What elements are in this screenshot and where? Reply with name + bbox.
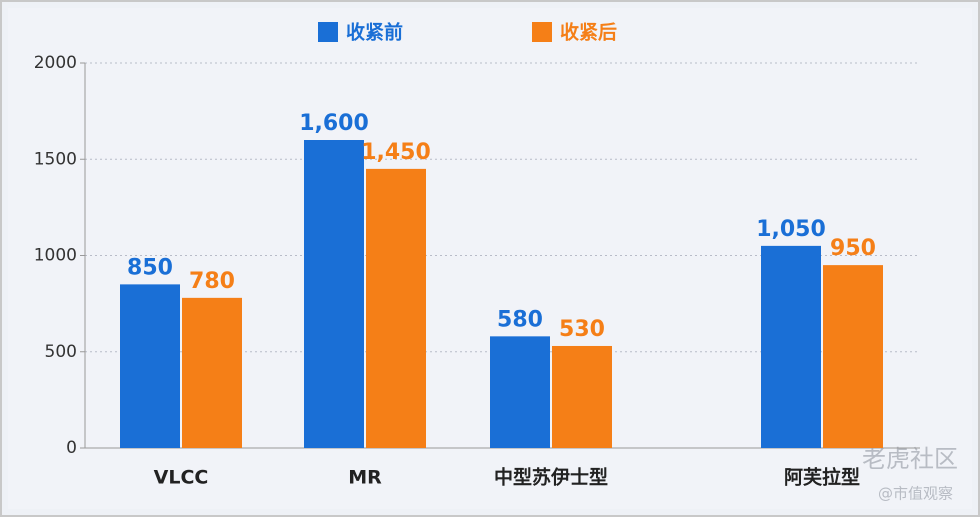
x-tick-label: 中型苏伊士型 bbox=[494, 466, 608, 489]
y-tick-label: 1500 bbox=[34, 149, 77, 169]
bar bbox=[761, 245, 821, 448]
bar bbox=[823, 265, 883, 448]
bar bbox=[552, 345, 612, 448]
y-tick-label: 500 bbox=[45, 342, 77, 362]
data-label: 850 bbox=[127, 255, 173, 280]
legend-swatch bbox=[318, 22, 338, 42]
x-tick-label: VLCC bbox=[154, 467, 209, 489]
data-label: 1,600 bbox=[299, 111, 369, 136]
bar bbox=[182, 297, 242, 448]
y-tick-label: 0 bbox=[66, 438, 77, 458]
bar bbox=[366, 168, 426, 448]
data-label: 530 bbox=[559, 317, 605, 342]
legend-label: 收紧前 bbox=[346, 21, 403, 44]
data-label: 950 bbox=[830, 236, 876, 261]
bar bbox=[490, 336, 550, 448]
y-tick-label: 2000 bbox=[34, 53, 77, 73]
data-label: 580 bbox=[497, 307, 543, 332]
bar bbox=[120, 284, 180, 448]
legend-swatch bbox=[532, 22, 552, 42]
data-label: 780 bbox=[189, 269, 235, 294]
bar bbox=[304, 140, 364, 448]
data-label: 1,050 bbox=[756, 217, 826, 242]
legend-label: 收紧后 bbox=[560, 21, 617, 44]
x-tick-label: MR bbox=[348, 467, 382, 489]
data-label: 1,450 bbox=[361, 140, 431, 165]
y-tick-label: 1000 bbox=[34, 246, 77, 266]
watermark: @市值观察 bbox=[878, 485, 953, 503]
x-tick-label: 阿芙拉型 bbox=[784, 466, 860, 489]
watermark: 老虎社区 bbox=[862, 445, 958, 473]
